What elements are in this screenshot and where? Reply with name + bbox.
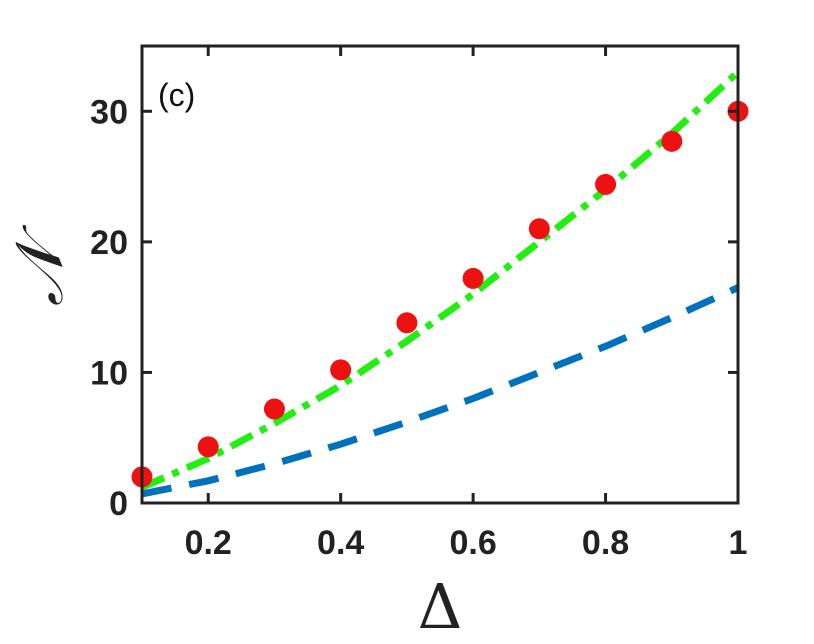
data-point <box>396 312 418 334</box>
dash-dot-series-line <box>140 69 741 491</box>
y-tick-label: 20 <box>90 224 128 262</box>
x-tick-label: 0.8 <box>582 524 629 562</box>
data-point <box>462 267 484 289</box>
y-axis-label: 𝒩 <box>1 224 78 306</box>
y-tick-label: 30 <box>90 93 128 131</box>
data-point <box>528 218 550 240</box>
y-tick-label: 10 <box>90 354 128 392</box>
y-tick-label: 0 <box>109 485 128 523</box>
x-tick-label: 0.2 <box>185 524 232 562</box>
data-point <box>263 398 285 420</box>
series-layer <box>131 69 749 498</box>
dashed-series-line <box>141 284 740 498</box>
data-point <box>197 436 219 458</box>
x-tick-label: 1 <box>729 524 748 562</box>
data-point <box>330 359 352 381</box>
x-tick-label: 0.4 <box>317 524 364 562</box>
x-tick-label: 0.6 <box>449 524 496 562</box>
panel-label: (c) <box>158 77 195 113</box>
data-point <box>661 130 683 152</box>
plot-frame <box>140 44 740 505</box>
data-point <box>595 173 617 195</box>
x-axis-label: Δ <box>418 570 463 643</box>
